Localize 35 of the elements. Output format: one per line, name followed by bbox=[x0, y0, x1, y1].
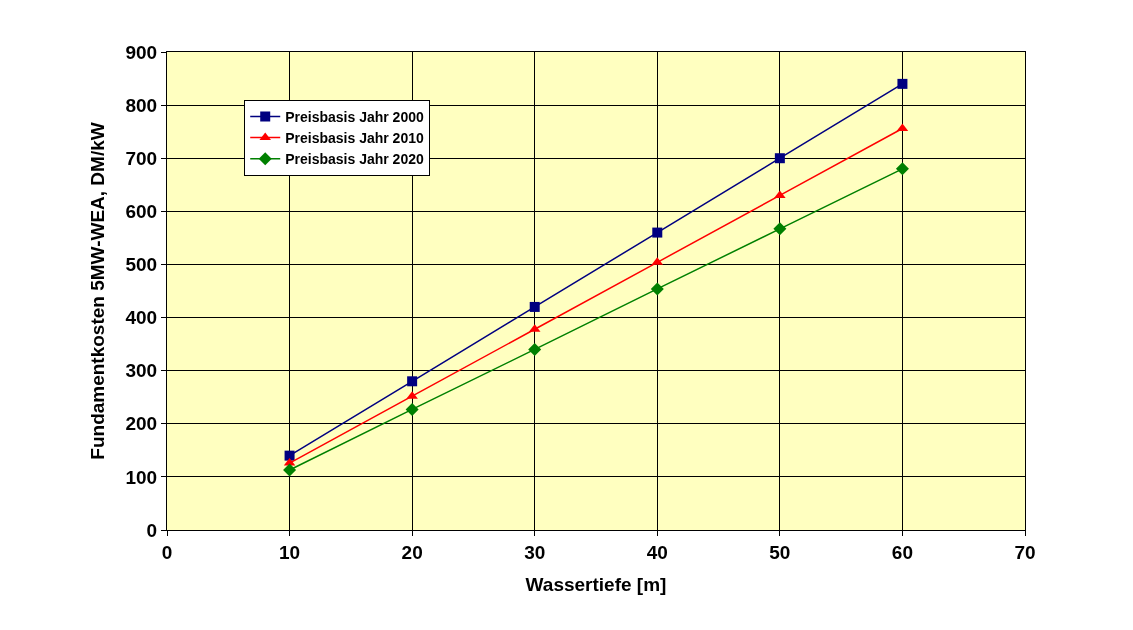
point bbox=[284, 450, 295, 461]
y-tick-label: 300 bbox=[125, 360, 158, 382]
point bbox=[283, 463, 297, 477]
point bbox=[528, 342, 542, 356]
y-tick-label: 200 bbox=[125, 413, 158, 435]
point bbox=[652, 227, 663, 238]
point bbox=[773, 222, 787, 236]
point bbox=[650, 282, 664, 296]
point bbox=[529, 301, 540, 312]
y-tick-label: 900 bbox=[125, 41, 158, 63]
x-tick-label: 50 bbox=[769, 541, 791, 563]
x-axis-title: Wassertiefe [m] bbox=[525, 573, 667, 595]
x-tick-label: 70 bbox=[1014, 541, 1036, 563]
point bbox=[407, 376, 418, 387]
y-tick-label: 100 bbox=[125, 466, 158, 488]
point bbox=[895, 162, 909, 176]
x-tick-label: 30 bbox=[524, 541, 546, 563]
y-tick-label: 800 bbox=[125, 94, 158, 116]
y-axis-title: Fundamentkosten 5MW-WEA, DM/kW bbox=[87, 122, 109, 460]
legend-label: Preisbasis Jahr 2020 bbox=[285, 151, 424, 168]
y-tick-label: 600 bbox=[125, 200, 158, 222]
y-tick-label: 700 bbox=[125, 147, 158, 169]
legend-label: Preisbasis Jahr 2000 bbox=[285, 108, 424, 125]
x-tick-label: 0 bbox=[161, 541, 173, 563]
x-tick-label: 10 bbox=[279, 541, 301, 563]
y-tick-label: 500 bbox=[125, 254, 158, 276]
x-tick-label: 40 bbox=[646, 541, 668, 563]
point bbox=[405, 402, 419, 416]
y-tick-label: 0 bbox=[146, 519, 158, 541]
point bbox=[774, 153, 785, 164]
legend-label: Preisbasis Jahr 2010 bbox=[285, 130, 424, 147]
x-tick-label: 20 bbox=[401, 541, 423, 563]
point bbox=[897, 78, 908, 89]
y-tick-label: 400 bbox=[125, 307, 158, 329]
x-tick-label: 60 bbox=[891, 541, 913, 563]
